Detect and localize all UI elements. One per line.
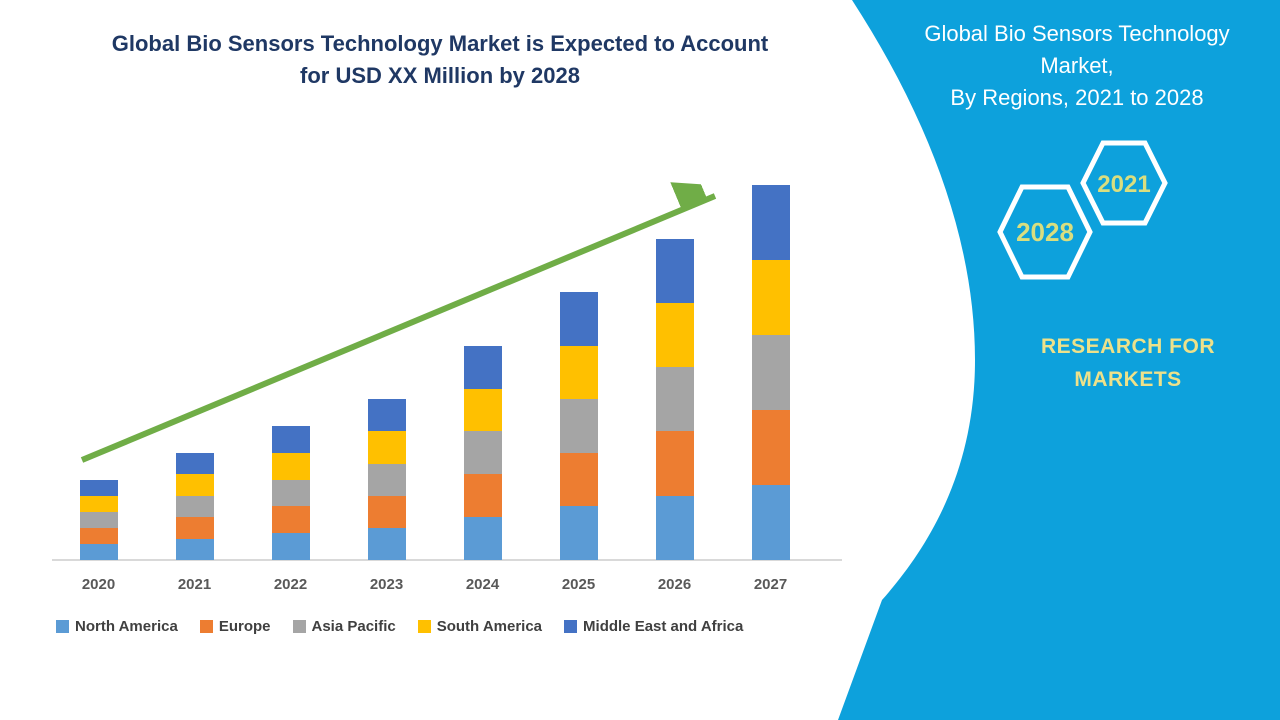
legend-label-middle-east-and-africa: Middle East and Africa <box>583 618 744 635</box>
bar-segment-south-america-2022 <box>271 452 310 480</box>
stacked-bar-2024 <box>463 345 502 560</box>
brand-line-2: MARKETS <box>1074 368 1182 391</box>
legend-item-middle-east-and-africa: Middle East and Africa <box>564 618 743 635</box>
chart-title: Global Bio Sensors Technology Market is … <box>0 28 880 92</box>
x-axis-label-2020: 2020 <box>81 576 116 593</box>
right-panel-title-line-1: Global Bio Sensors Technology <box>924 21 1230 46</box>
bar-segment-north-america-2022 <box>271 533 310 560</box>
bar-segment-asia-pacific-2020 <box>79 511 118 528</box>
bar-segment-asia-pacific-2025 <box>559 399 598 453</box>
stacked-bar-2027 <box>751 185 790 560</box>
bar-segment-asia-pacific-2021 <box>175 495 214 518</box>
hexagon-2028-label: 2028 <box>1016 217 1074 247</box>
bar-segment-europe-2021 <box>175 517 214 539</box>
stacked-bar-2022 <box>271 426 310 560</box>
brand-wordmark: RESEARCH FOR MARKETS <box>1008 330 1248 396</box>
x-axis-label-2023: 2023 <box>369 576 404 593</box>
legend-item-north-america: North America <box>56 618 178 635</box>
x-axis-label-2022: 2022 <box>273 576 308 593</box>
bar-segment-south-america-2021 <box>175 474 214 496</box>
bar-segment-south-america-2023 <box>367 431 406 464</box>
bar-segment-north-america-2021 <box>175 538 214 560</box>
bar-segment-asia-pacific-2022 <box>271 479 310 507</box>
trend-arrow-line <box>80 196 717 463</box>
chart-title-line-2: for USD XX Million by 2028 <box>300 63 580 88</box>
legend-item-south-america: South America <box>417 618 543 635</box>
legend-label-south-america: South America <box>436 618 543 635</box>
stacked-bar-2020 <box>79 479 118 560</box>
bar-segment-north-america-2024 <box>463 517 502 560</box>
legend-item-europe: Europe <box>199 618 271 635</box>
hexagon-2021-icon <box>1083 143 1165 223</box>
x-axis-label-2026: 2026 <box>657 576 692 593</box>
bar-segment-middle-east-and-africa-2026 <box>655 238 694 303</box>
bar-segment-middle-east-and-africa-2027 <box>751 185 790 261</box>
bar-segment-europe-2025 <box>559 452 598 507</box>
bar-segment-middle-east-and-africa-2023 <box>367 399 406 432</box>
bar-segment-middle-east-and-africa-2022 <box>271 426 310 453</box>
bar-segment-south-america-2024 <box>463 388 502 432</box>
bar-segment-middle-east-and-africa-2021 <box>175 452 214 475</box>
hexagon-2021-outline-icon <box>1080 140 1168 226</box>
bar-segment-south-america-2025 <box>559 345 598 400</box>
legend-swatch-asia-pacific <box>292 620 306 633</box>
bar-segment-north-america-2020 <box>79 543 118 560</box>
bar-segment-south-america-2026 <box>655 302 694 368</box>
bar-segment-north-america-2025 <box>559 506 598 560</box>
bar-segment-europe-2026 <box>655 431 694 496</box>
bar-segment-middle-east-and-africa-2020 <box>79 479 118 496</box>
bar-segment-europe-2023 <box>367 495 406 528</box>
hexagon-2028-icon <box>997 184 1093 280</box>
bar-segment-north-america-2026 <box>655 495 694 560</box>
stacked-bar-2023 <box>367 399 406 560</box>
legend-label-asia-pacific: Asia Pacific <box>311 618 396 635</box>
brand-line-1: RESEARCH FOR <box>1040 335 1215 358</box>
bar-segment-asia-pacific-2023 <box>367 463 406 496</box>
x-axis-label-2024: 2024 <box>465 576 500 593</box>
bar-segment-europe-2020 <box>79 527 118 544</box>
x-axis-line <box>52 559 842 561</box>
bar-segment-middle-east-and-africa-2025 <box>559 292 598 346</box>
right-panel-title-line-2: Market, <box>1040 53 1114 78</box>
hexagon-2021-label: 2021 <box>1097 171 1150 198</box>
legend-label-europe: Europe <box>218 618 271 635</box>
right-panel-curved-background <box>838 0 1280 720</box>
legend-swatch-europe <box>199 620 213 633</box>
bar-segment-asia-pacific-2026 <box>655 367 694 432</box>
legend-swatch-south-america <box>417 620 431 633</box>
stacked-bar-2026 <box>655 238 694 560</box>
right-panel-title: Global Bio Sensors Technology Market, By… <box>884 18 1270 114</box>
bar-segment-asia-pacific-2024 <box>463 431 502 475</box>
x-axis-label-2025: 2025 <box>561 576 596 593</box>
chart-title-line-1: Global Bio Sensors Technology Market is … <box>111 31 769 56</box>
stacked-bar-2021 <box>175 452 214 560</box>
bar-segment-south-america-2027 <box>751 260 790 336</box>
bar-segment-middle-east-and-africa-2024 <box>463 345 502 389</box>
bar-segment-north-america-2027 <box>751 485 790 560</box>
x-axis-label-2021: 2021 <box>177 576 212 593</box>
stacked-bar-2025 <box>559 292 598 560</box>
bar-segment-europe-2022 <box>271 506 310 534</box>
x-axis-label-2027: 2027 <box>753 576 788 593</box>
chart-legend: North America Europe Asia Pacific South Ame… <box>56 618 743 635</box>
right-panel-title-line-3: By Regions, 2021 to 2028 <box>950 85 1204 110</box>
legend-swatch-north-america <box>56 620 69 633</box>
legend-item-asia-pacific: Asia Pacific <box>292 618 396 635</box>
legend-swatch-middle-east-and-africa <box>564 620 578 633</box>
bar-segment-europe-2027 <box>751 410 790 486</box>
bar-segment-north-america-2023 <box>367 527 406 560</box>
bar-segment-europe-2024 <box>463 474 502 518</box>
legend-label-north-america: North America <box>75 618 178 635</box>
bar-segment-south-america-2020 <box>79 495 118 512</box>
bar-segment-asia-pacific-2027 <box>751 335 790 411</box>
